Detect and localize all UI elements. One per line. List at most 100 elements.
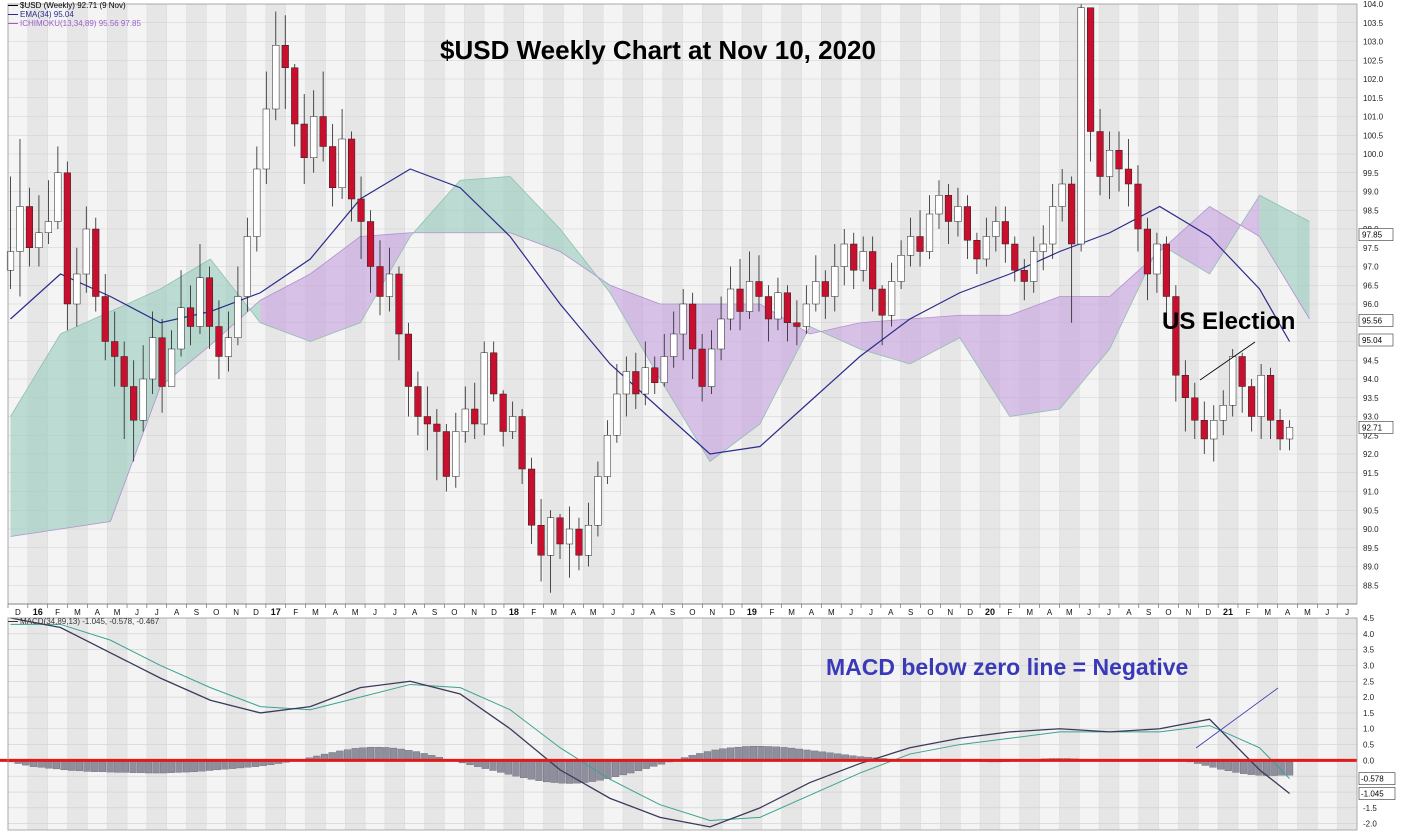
- month-band: [1257, 618, 1278, 830]
- candle-up: [1039, 243, 1047, 252]
- candle-down: [1200, 420, 1208, 440]
- x-tick-label: M: [352, 608, 359, 617]
- x-tick-label: 18: [509, 607, 519, 617]
- x-tick-label: J: [1087, 608, 1091, 617]
- candle-down: [1124, 168, 1133, 185]
- x-tick-label: F: [531, 608, 536, 617]
- candle-down: [963, 206, 971, 241]
- macd-histogram-bar: [497, 760, 505, 773]
- legend-ichimoku: ICHIMOKU(13,34,89) 95.56 97.85: [8, 19, 141, 28]
- macd-histogram-bar: [183, 760, 191, 773]
- macd-histogram-bar: [749, 745, 758, 761]
- x-tick-label: O: [451, 608, 457, 617]
- candle-down: [366, 221, 375, 267]
- candle-down: [575, 528, 583, 556]
- candle-up: [888, 281, 896, 316]
- macd-histogram-bar: [543, 760, 551, 783]
- x-tick-label: M: [1264, 608, 1271, 617]
- candle-down: [850, 243, 858, 271]
- candle-down: [1276, 420, 1284, 440]
- candle-down: [1134, 183, 1142, 230]
- candle-up: [1229, 356, 1237, 406]
- y-tick-label: 102.5: [1363, 56, 1384, 65]
- macd-histogram-bar: [152, 760, 160, 774]
- cloud-segment-bull: [510, 176, 561, 252]
- signal-line: [10, 623, 1290, 822]
- cloud-segment-bull: [10, 334, 61, 537]
- candle-up: [82, 228, 90, 275]
- x-tick-label: D: [729, 608, 735, 617]
- macd-histogram-bar: [351, 748, 359, 761]
- candle-up: [310, 116, 318, 158]
- candle-down: [348, 138, 356, 200]
- macd-histogram-bar: [389, 747, 398, 761]
- x-tick-label: S: [1146, 608, 1151, 617]
- macd-histogram-bar: [160, 760, 168, 774]
- candle-up: [1257, 375, 1265, 417]
- candle-up: [670, 333, 678, 357]
- x-tick-label: J: [135, 608, 139, 617]
- chart-title: $USD Weekly Chart at Nov 10, 2020: [440, 35, 876, 65]
- y-tick-label: 93.5: [1363, 394, 1379, 403]
- macd-histogram-bar: [1224, 760, 1232, 771]
- x-tick-label: M: [74, 608, 81, 617]
- x-tick-label: J: [1107, 608, 1111, 617]
- y-tick-label: 91.5: [1363, 469, 1379, 478]
- candle-down: [404, 333, 412, 387]
- candle-down: [423, 416, 431, 425]
- legend-price-text: $USD (Weekly) 92.71 (9 Nov): [20, 1, 126, 10]
- candle-up: [812, 281, 820, 305]
- candle-down: [821, 281, 829, 297]
- x-tick-label: M: [312, 608, 319, 617]
- y-tick-label: 88.5: [1363, 581, 1379, 590]
- candle-up: [452, 431, 460, 477]
- candle-up: [54, 172, 62, 222]
- candle-up: [613, 393, 621, 436]
- x-tick-label: D: [253, 608, 259, 617]
- month-band: [1059, 618, 1080, 830]
- ichimoku-cloud: [10, 176, 1310, 537]
- macd-histogram-bar: [512, 760, 520, 777]
- candle-down: [186, 307, 195, 327]
- candle-down: [471, 408, 479, 425]
- x-tick-label: M: [828, 608, 835, 617]
- macd-histogram-bar: [98, 760, 107, 772]
- macd-histogram-bar: [366, 746, 375, 761]
- x-tick-label: O: [689, 608, 695, 617]
- cloud-segment-bear: [959, 315, 1010, 417]
- candle-down: [130, 386, 138, 421]
- candle-up: [954, 206, 962, 222]
- cloud-segment-bear: [759, 304, 810, 424]
- candle-up: [679, 303, 687, 335]
- month-band: [265, 618, 286, 830]
- x-tick-label: A: [809, 608, 815, 617]
- candle-up: [44, 221, 52, 233]
- x-tick-label: S: [194, 608, 199, 617]
- candle-up: [243, 236, 251, 297]
- y-tick-label: -2.0: [1363, 820, 1377, 829]
- candle-up: [603, 435, 611, 477]
- macd-histogram-bar: [121, 760, 129, 773]
- last-value-box: [1358, 421, 1394, 434]
- candle-up: [16, 206, 24, 252]
- cloud-segment-bear: [909, 315, 960, 364]
- macd-histogram-bar: [627, 760, 635, 774]
- macd-histogram-bar: [772, 746, 780, 761]
- annotation-pointers: [1195, 341, 1279, 749]
- x-tick-label: N: [1185, 608, 1191, 617]
- candle-down: [414, 386, 422, 417]
- x-tick-label: N: [947, 608, 953, 617]
- month-band: [900, 618, 921, 830]
- x-tick-label: 21: [1223, 607, 1233, 617]
- macd-histogram-bar: [489, 760, 497, 771]
- ema-line: [10, 168, 1291, 455]
- candle-down: [1068, 183, 1076, 245]
- x-tick-label: J: [155, 608, 159, 617]
- y-tick-label: 104.0: [1363, 0, 1384, 9]
- x-tick-label: M: [550, 608, 557, 617]
- x-tick-label: F: [769, 608, 774, 617]
- x-tick-label: A: [888, 608, 894, 617]
- y-tick-label: 97.5: [1363, 244, 1379, 253]
- candle-up: [1030, 251, 1038, 282]
- y-tick-label: 96.5: [1363, 281, 1379, 290]
